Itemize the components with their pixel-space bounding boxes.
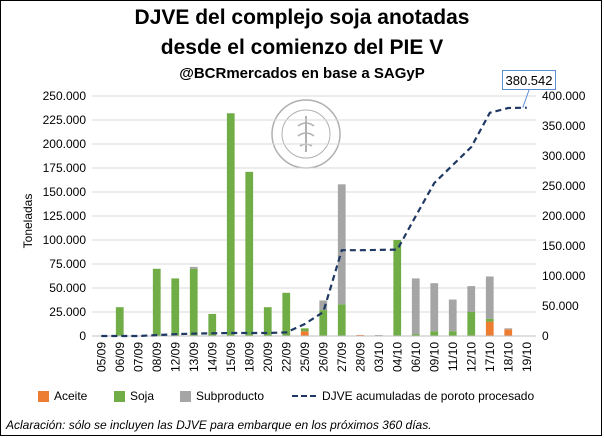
bar-soja — [189, 268, 198, 336]
y2-tick-label: 200.000 — [542, 209, 586, 223]
chart-subtitle: desde el comienzo del PIE V — [160, 36, 444, 59]
bar-soja — [245, 171, 254, 336]
bar-soja — [152, 268, 161, 336]
cumulative-line — [101, 106, 527, 338]
y2-tick-label: 0 — [542, 329, 549, 343]
bar-soja — [393, 240, 402, 336]
y2-tick-label: 100.000 — [542, 269, 586, 283]
bar-subproducto — [485, 276, 494, 319]
y2-tick-label: 250.000 — [542, 179, 586, 193]
y-tick-label: 150.000 — [43, 185, 87, 199]
x-tick-label: 09/10 — [427, 342, 441, 372]
y-tick-label: 100.000 — [43, 233, 87, 247]
callout-total: 380.542 — [502, 70, 556, 90]
legend-aceite: Aceite — [38, 389, 87, 403]
bar-soja — [226, 113, 235, 336]
legend-label-aceite: Aceite — [54, 389, 88, 403]
x-tick-label: 18/09 — [242, 342, 256, 372]
y2-tick-label: 50.000 — [542, 299, 579, 313]
x-tick-label: 19/10 — [520, 342, 534, 372]
y-tick-label: 75.000 — [49, 257, 86, 271]
seal-logo — [271, 99, 341, 169]
y2-tick-label: 400.000 — [542, 89, 586, 103]
bar-soja — [467, 312, 476, 336]
legend-swatch-soja — [114, 390, 125, 402]
legend-line: DJVE acumuladas de poroto procesado — [292, 389, 534, 403]
y2-tick-label: 350.000 — [542, 119, 586, 133]
legend-swatch-line — [292, 395, 316, 397]
x-tick-label: 12/10 — [464, 342, 478, 372]
bar-aceite — [504, 329, 513, 336]
y-tick-label: 50.000 — [49, 281, 86, 295]
legend-label-subproducto: Subproducto — [196, 389, 265, 403]
bar-soja — [171, 278, 180, 336]
y-tick-label: 0 — [79, 329, 86, 343]
bar-soja — [430, 331, 439, 336]
bar-aceite — [300, 331, 309, 336]
x-tick-label: 12/09 — [168, 342, 182, 372]
y-tick-label: 25.000 — [49, 305, 86, 319]
bar-soja — [411, 334, 420, 336]
x-tick-label: 27/09 — [335, 342, 349, 372]
x-tick-label: 08/09 — [150, 342, 164, 372]
bar-soja — [319, 310, 328, 336]
legend-swatch-subproducto — [180, 390, 191, 402]
bar-subproducto — [337, 184, 346, 305]
bar-soja — [263, 307, 272, 336]
bar-soja — [115, 307, 124, 336]
bar-soja — [208, 313, 217, 336]
legend-soja: Soja — [114, 389, 154, 403]
bar-soja — [485, 318, 494, 322]
bar-subproducto — [467, 286, 476, 312]
y-tick-label: 200.000 — [43, 137, 87, 151]
chart-title: DJVE del complejo soja anotadas — [134, 6, 470, 29]
x-tick-label: 17/10 — [483, 342, 497, 372]
bar-subproducto — [504, 328, 513, 330]
y-tick-label: 250.000 — [43, 89, 87, 103]
x-tick-label: 26/09 — [316, 342, 330, 372]
bar-subproducto — [430, 283, 439, 332]
bar-subproducto — [319, 300, 328, 311]
x-tick-label: 28/09 — [353, 342, 367, 372]
y2-tick-label: 150.000 — [542, 239, 586, 253]
bar-soja — [300, 328, 309, 332]
callout-leader — [522, 89, 530, 108]
x-tick-label: 06/09 — [113, 342, 127, 372]
footnote: Aclaración: sólo se incluyen las DJVE pa… — [6, 418, 432, 432]
bar-subproducto — [411, 278, 420, 335]
legend-label-soja: Soja — [130, 389, 155, 403]
x-tick-label: 04/10 — [390, 342, 404, 372]
x-tick-label: 20/09 — [261, 342, 275, 372]
bar-aceite — [485, 321, 494, 336]
bar-subproducto — [189, 266, 198, 269]
x-tick-label: 07/09 — [131, 342, 145, 372]
x-tick-label: 25/09 — [298, 342, 312, 372]
bar-subproducto — [448, 299, 457, 332]
bar-soja — [337, 304, 346, 336]
x-tick-label: 22/09 — [279, 342, 293, 372]
bar-soja — [282, 292, 291, 336]
x-tick-label: 14/09 — [205, 342, 219, 372]
x-tick-label: 05/09 — [94, 342, 108, 372]
bar-soja — [448, 331, 457, 336]
x-tick-label: 13/09 — [187, 342, 201, 372]
chart-source: @BCRmercados en base a SAGyP — [179, 65, 425, 82]
legend-swatch-aceite — [38, 390, 49, 402]
y-tick-label: 225.000 — [43, 113, 87, 127]
x-tick-label: 03/10 — [372, 342, 386, 372]
legend-subproducto: Subproducto — [180, 389, 264, 403]
y-tick-label: 125.000 — [43, 209, 87, 223]
y-tick-label: 175.000 — [43, 161, 87, 175]
y2-tick-label: 300.000 — [542, 149, 586, 163]
x-tick-label: 18/10 — [501, 342, 515, 372]
legend-label-line: DJVE acumuladas de poroto procesado — [322, 389, 535, 403]
x-tick-label: 11/10 — [446, 342, 460, 371]
x-tick-label: 06/10 — [409, 342, 423, 372]
x-tick-label: 15/09 — [224, 342, 238, 372]
